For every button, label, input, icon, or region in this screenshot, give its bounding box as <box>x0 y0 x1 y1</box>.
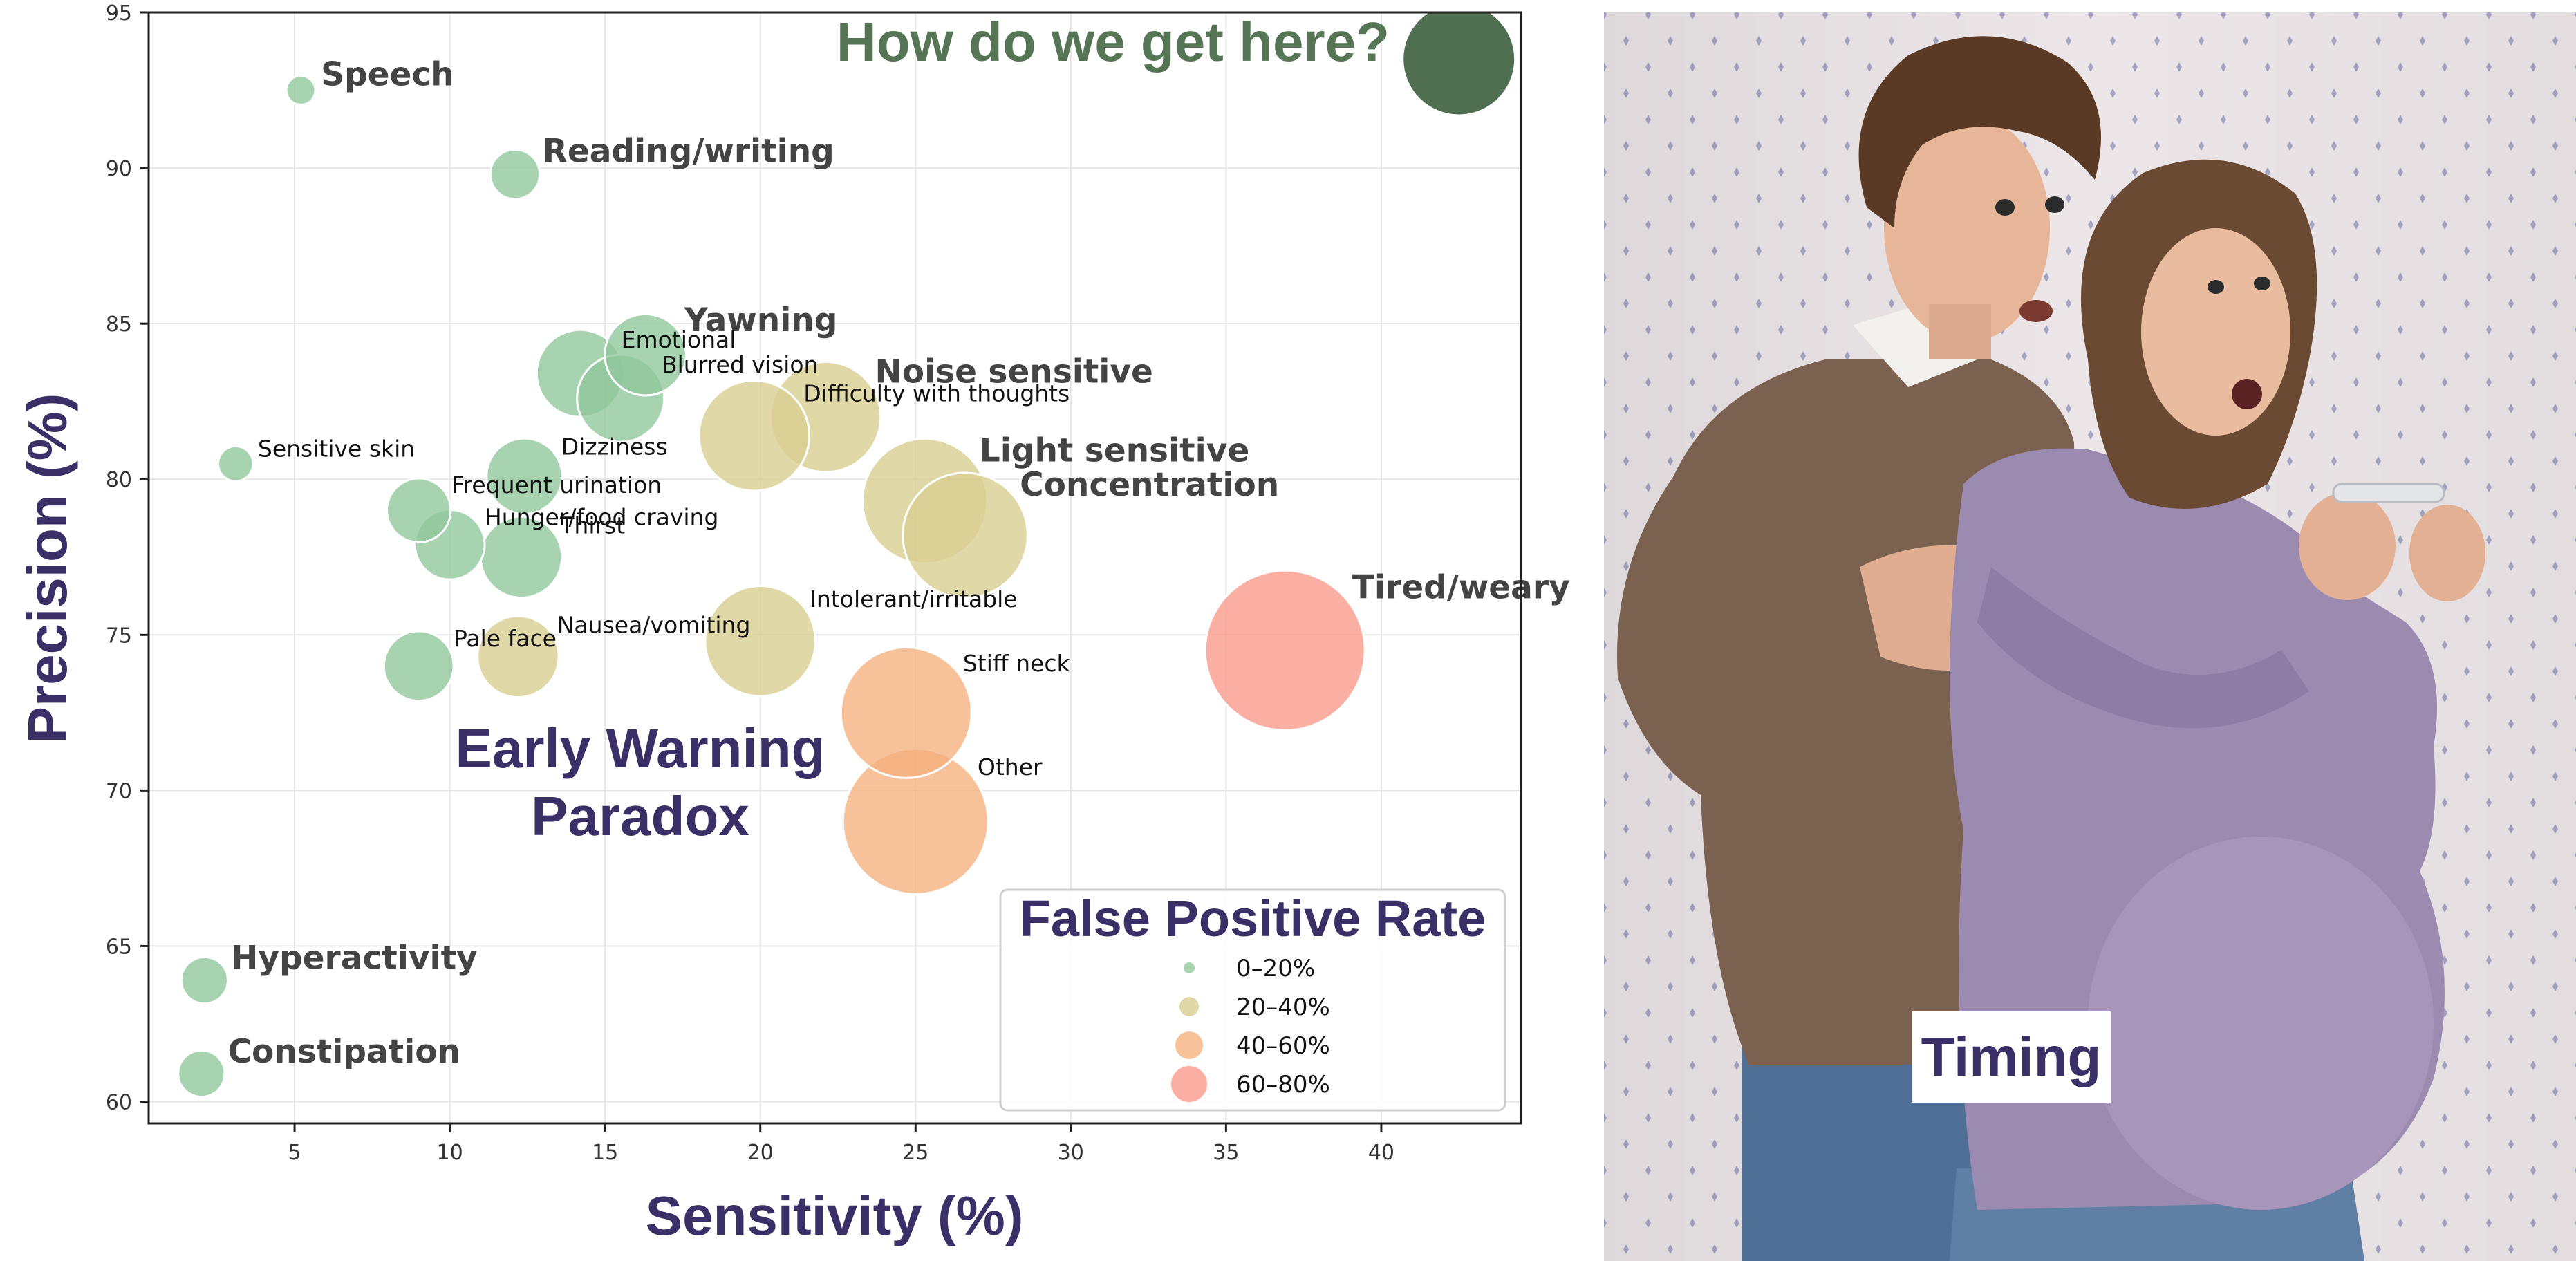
point-label-thirst: Thirst <box>559 512 625 539</box>
annotation-line-2: Paradox <box>531 785 749 847</box>
y-tick-label: 65 <box>106 935 132 959</box>
legend-swatch <box>1179 997 1199 1016</box>
target-label: How do we get here? <box>837 11 1390 73</box>
x-tick-label: 30 <box>1058 1141 1084 1165</box>
point-label-tired-weary: Tired/weary <box>1352 569 1570 607</box>
legend-box <box>999 888 1506 1112</box>
y-tick-label: 95 <box>106 1 132 26</box>
annotation-line-1: Early Warning <box>456 718 825 779</box>
x-tick-label: 35 <box>1213 1141 1239 1165</box>
point-dizziness <box>485 437 563 515</box>
point-label-concentration: Concentration <box>1020 466 1279 504</box>
woman-hands <box>2299 492 2396 600</box>
scatter-chart: 5 10 15 20 25 30 35 40 60 65 70 75 80 85 90 95 Speech Re… <box>17 1 1570 1246</box>
man-face <box>1884 114 2050 342</box>
point-label-difficulty-with-thoughts: Difficulty with thoughts <box>803 380 1070 407</box>
legend: False Positive Rate 0–20% 20–40% 40–60% 60–… <box>999 888 1506 1112</box>
point-label-hunger-food-craving: Hunger/food craving <box>485 503 719 530</box>
y-tick-label: 80 <box>106 468 132 492</box>
point-tired-weary <box>1204 569 1366 731</box>
caption-box <box>1912 1011 2111 1103</box>
point-label-stiff-neck: Stiff neck <box>963 650 1071 677</box>
point-difficulty-with-thoughts <box>698 379 811 492</box>
legend-title: False Positive Rate <box>1020 890 1486 947</box>
point-label-nausea-vomiting: Nausea/vomiting <box>557 611 751 638</box>
point-label-yawning: Yawning <box>684 301 838 339</box>
point-intolerant-irritable <box>704 584 817 698</box>
legend-label: 60–80% <box>1236 1071 1330 1099</box>
point-reading-writing <box>489 148 541 200</box>
point-label-blurred-vision: Blurred vision <box>662 351 818 378</box>
y-tick-label: 60 <box>106 1090 132 1114</box>
pregnancy-test <box>2332 483 2445 503</box>
annotation-early-warning-paradox: Early Warning Paradox <box>456 718 825 847</box>
point-label-other: Other <box>978 754 1043 781</box>
point-speech <box>285 75 317 106</box>
legend-swatch <box>1175 1031 1203 1059</box>
x-tick-label: 15 <box>592 1141 618 1165</box>
point-label-light-sensitive: Light sensitive <box>980 432 1249 470</box>
x-axis-title: Sensitivity (%) <box>646 1185 1024 1246</box>
data-points <box>177 12 1515 1099</box>
y-axis-title: Precision (%) <box>17 393 78 744</box>
x-tick-label: 5 <box>288 1141 301 1165</box>
point-label-emotional: Emotional <box>622 326 736 353</box>
point-label-dizziness: Dizziness <box>561 433 668 460</box>
target-point <box>1403 12 1515 115</box>
point-sensitive-skin <box>217 445 254 483</box>
photo-caption: Timing <box>1921 1026 2102 1087</box>
x-tick-label: 25 <box>902 1141 928 1165</box>
point-label-pale-face: Pale face <box>454 625 557 652</box>
man-collar <box>1853 304 1977 387</box>
man-neck <box>1929 304 1991 359</box>
y-tick-label: 85 <box>106 312 132 337</box>
legend-label: 0–20% <box>1236 955 1315 982</box>
legend-swatch <box>1184 962 1195 973</box>
woman-belly <box>2088 837 2434 1210</box>
point-yawning <box>604 312 687 397</box>
point-label-frequent-urination: Frequent urination <box>451 471 662 498</box>
point-hyperactivity <box>180 955 229 1005</box>
point-label-intolerant-irritable: Intolerant/irritable <box>810 586 1017 613</box>
woman-face <box>2141 228 2290 436</box>
x-tick-label: 20 <box>747 1141 774 1165</box>
point-concentration <box>902 471 1029 599</box>
photo-couple-pregnancy-test: Timing <box>1604 12 2576 1261</box>
point-nausea-vomiting <box>476 615 560 699</box>
y-tick-label: 75 <box>106 624 132 648</box>
point-frequent-urination <box>386 477 452 543</box>
legend-entries: 0–20% 20–40% 40–60% 60–80% <box>1171 955 1330 1102</box>
legend-label: 40–60% <box>1236 1032 1330 1060</box>
point-label-reading-writing: Reading/writing <box>543 132 834 170</box>
legend-swatch <box>1171 1066 1207 1102</box>
x-tick-label: 10 <box>437 1141 463 1165</box>
point-label-constipation: Constipation <box>228 1033 460 1071</box>
point-label-noise-sensitive: Noise sensitive <box>875 353 1152 391</box>
point-label-speech: Speech <box>321 55 454 93</box>
y-tick-label: 70 <box>106 779 132 803</box>
man-hair <box>1858 36 2101 229</box>
x-tick-label: 40 <box>1368 1141 1394 1165</box>
y-tick-label: 90 <box>106 157 132 181</box>
point-constipation <box>177 1049 226 1099</box>
point-label-hyperactivity: Hyperactivity <box>231 940 478 978</box>
point-pale-face <box>382 630 455 702</box>
point-stiff-neck <box>839 646 973 779</box>
point-label-sensitive-skin: Sensitive skin <box>258 436 415 463</box>
axis-ticks: 5 10 15 20 25 30 35 40 60 65 70 75 80 85 90 95 <box>106 1 1394 1165</box>
point-labels: Speech Reading/writing YawningEmotionalBlu… <box>228 55 1570 1070</box>
woman-arm <box>1977 567 2309 729</box>
legend-label: 20–40% <box>1236 993 1330 1021</box>
plot-frame <box>147 11 1522 1125</box>
